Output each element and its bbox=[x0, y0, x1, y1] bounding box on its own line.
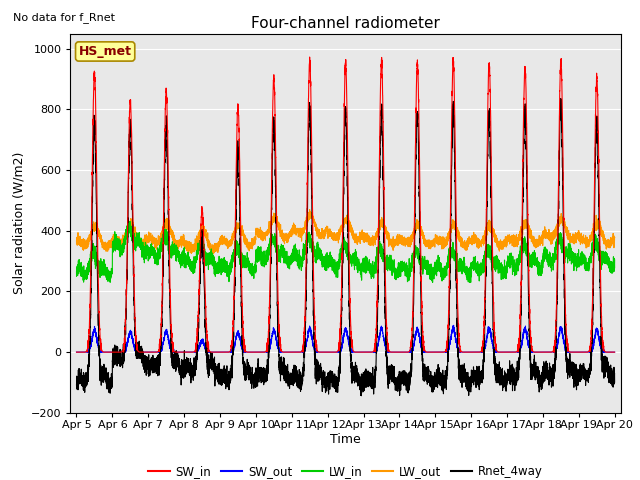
Title: Four-channel radiometer: Four-channel radiometer bbox=[251, 16, 440, 31]
Y-axis label: Solar radiation (W/m2): Solar radiation (W/m2) bbox=[12, 152, 26, 294]
Text: HS_met: HS_met bbox=[79, 45, 132, 58]
X-axis label: Time: Time bbox=[330, 432, 361, 445]
Legend: SW_in, SW_out, LW_in, LW_out, Rnet_4way: SW_in, SW_out, LW_in, LW_out, Rnet_4way bbox=[143, 460, 548, 480]
Text: No data for f_Rnet: No data for f_Rnet bbox=[13, 12, 115, 23]
